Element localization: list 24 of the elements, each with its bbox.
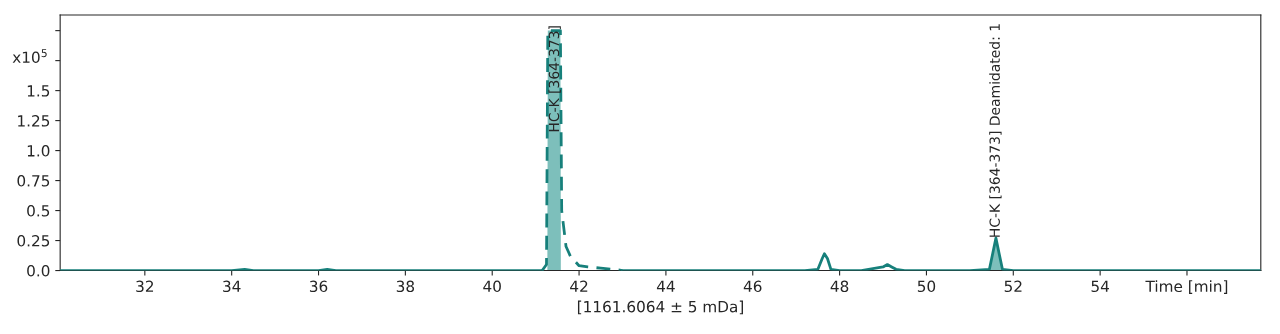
x-tick-label: 48 xyxy=(830,280,849,293)
y-tick-label: 1.5 xyxy=(27,85,50,97)
x-tick-label: 34 xyxy=(223,280,241,293)
x-tick-label: 46 xyxy=(743,280,762,293)
y-tick-label: 0.0 xyxy=(27,265,50,277)
y-tick-label: 1.0 xyxy=(27,145,50,157)
annotation: HC-K [364-373] Deamidated: 1 xyxy=(989,24,1002,237)
y-tick-label: 0.75 xyxy=(17,175,50,187)
x-tick-label: Time [min] xyxy=(1145,280,1228,294)
x-tick-label: 42 xyxy=(570,280,588,292)
annotation: HC-K [364-373] xyxy=(548,26,561,132)
x-tick-label: 36 xyxy=(309,280,328,293)
x-axis-title: [1161.6064 ± 5 mDa] xyxy=(577,300,743,315)
x-tick-label: 52 xyxy=(1004,280,1022,293)
x-tick-label: 38 xyxy=(396,280,415,293)
x-tick-label: 40 xyxy=(483,280,501,293)
y-tick-label: 0.25 xyxy=(17,235,50,247)
x-tick-label: 44 xyxy=(656,280,675,292)
y-axis-title: x10$^{5}$ xyxy=(12,49,47,64)
x-tick-label: 54 xyxy=(1091,280,1109,293)
y-tick-label: 0.5 xyxy=(27,205,50,217)
x-tick-label: 50 xyxy=(917,280,936,293)
x-tick-label: 32 xyxy=(136,280,154,293)
y-tick-label: 1.25 xyxy=(18,115,50,127)
